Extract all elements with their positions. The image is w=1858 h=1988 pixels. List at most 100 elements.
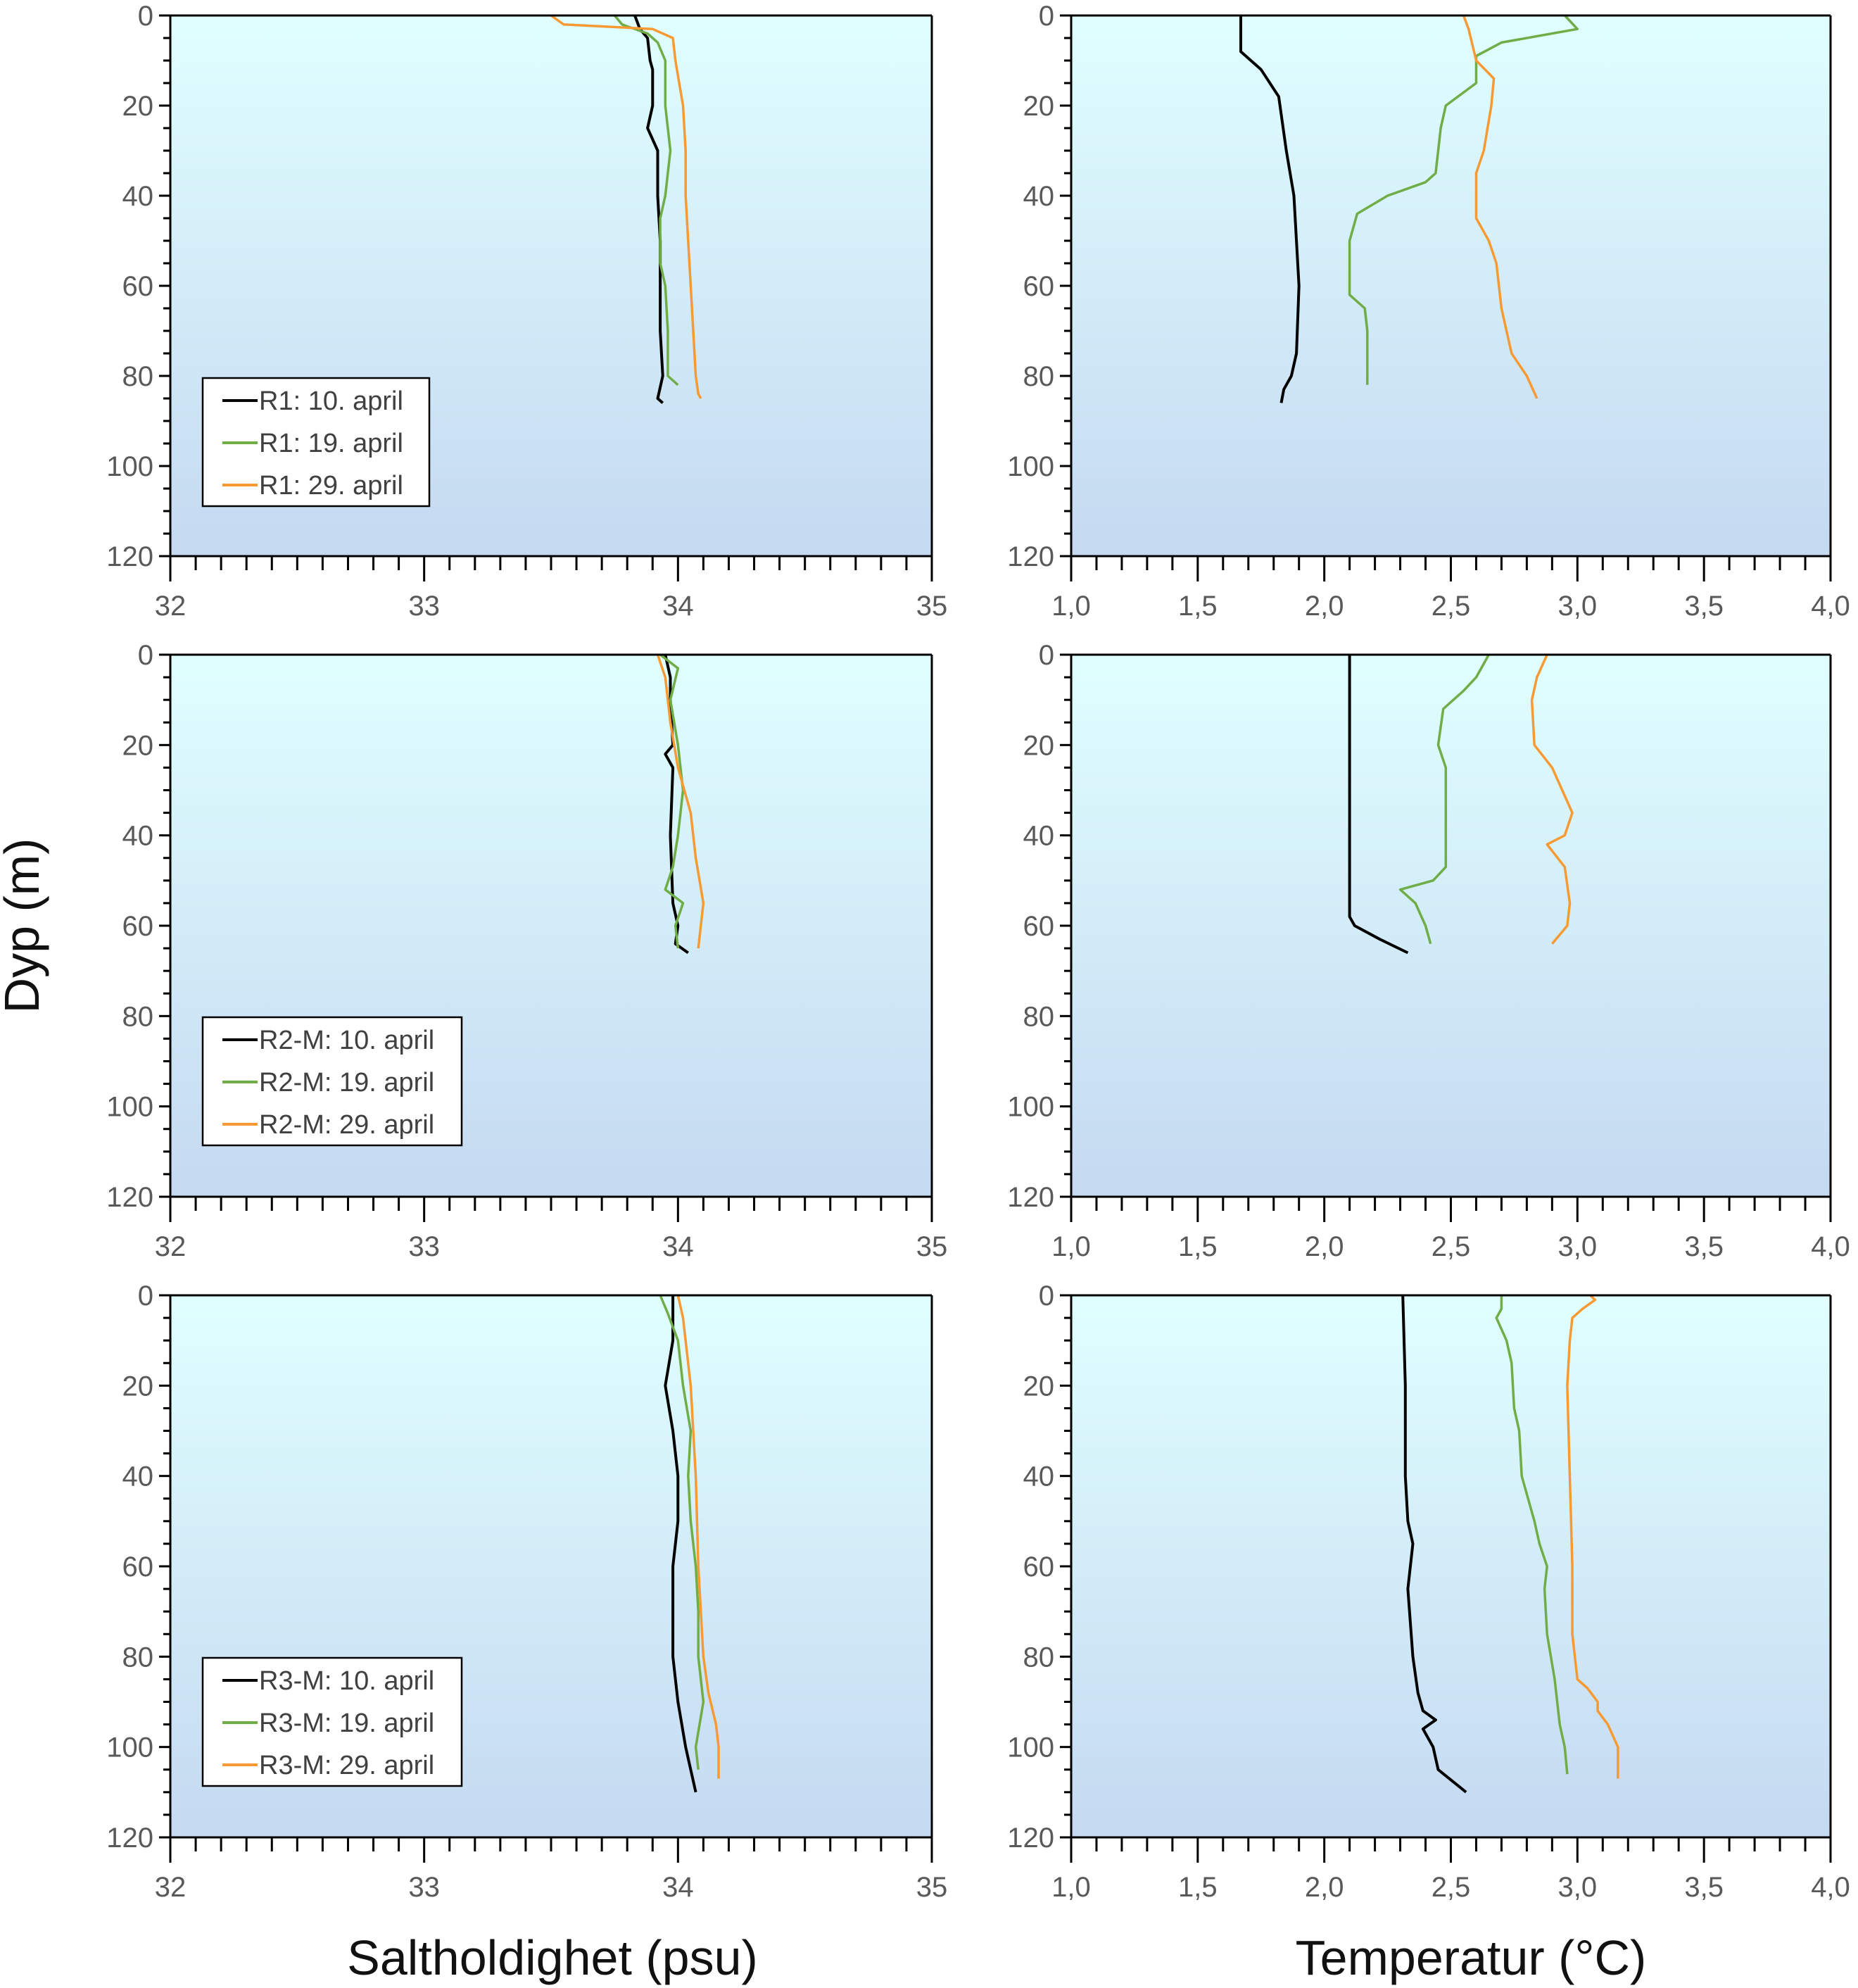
x-tick-label: 33	[408, 1231, 440, 1262]
y-tick-label: 60	[1023, 1552, 1055, 1583]
series-line-1	[1239, 15, 1301, 403]
y-tick-label: 100	[1007, 1092, 1054, 1123]
y-tick-label: 0	[138, 640, 153, 671]
y-tick-label: 60	[122, 271, 154, 302]
y-tick-label: 20	[122, 730, 154, 761]
y-tick-label: 120	[1007, 541, 1054, 572]
y-tick-label: 120	[106, 1823, 153, 1854]
plot-area	[1071, 15, 1831, 556]
y-tick-label: 0	[138, 1281, 153, 1311]
x-tick-label: 2,0	[1305, 1872, 1344, 1903]
y-tick-label: 100	[106, 1732, 153, 1763]
x-tick-label: 2,5	[1432, 1872, 1471, 1903]
y-tick-label: 120	[1007, 1182, 1054, 1213]
x-tick-label: 3,5	[1684, 1231, 1724, 1262]
x-tick-label: 35	[916, 1231, 948, 1262]
y-tick-label: 80	[122, 1001, 154, 1032]
y-tick-label: 0	[138, 1, 153, 32]
y-tick-label: 40	[1023, 821, 1055, 852]
x-tick-label: 1,5	[1178, 591, 1218, 622]
y-tick-label: 80	[1023, 1642, 1055, 1673]
x-tick-label: 2,5	[1432, 1231, 1471, 1262]
series-line-1	[633, 15, 664, 404]
y-tick-label: 80	[122, 1642, 154, 1673]
x-tick-label: 3,0	[1558, 1231, 1598, 1262]
x-tick-label: 3,0	[1558, 1872, 1598, 1903]
y-tick-label: 20	[122, 91, 154, 122]
y-tick-label: 0	[1039, 1281, 1054, 1311]
y-tick-label: 0	[1039, 640, 1054, 671]
legend-label: R1: 10. april	[259, 386, 403, 416]
x-tick-label: 1,0	[1051, 591, 1091, 622]
plot-R2-M-temperature: 0 20 40 60 80 100 120 1,0 1,5 2,0 2,5 3,0 3,5 4,0	[1007, 640, 1850, 1262]
x-tick-label: 34	[662, 1872, 694, 1903]
y-tick-label: 120	[1007, 1823, 1054, 1854]
series-line-1	[1348, 655, 1409, 955]
x-axis-title-salinity: Saltholdighet (psu)	[347, 1930, 758, 1985]
x-tick-label: 3,0	[1558, 591, 1598, 622]
series-line-3	[1566, 1294, 1619, 1779]
legend-label: R2-M: 29. april	[259, 1110, 434, 1140]
series-line-2	[1398, 654, 1490, 945]
y-axis-title: Dyp (m)	[0, 838, 49, 1014]
plot-area	[1071, 1295, 1831, 1837]
y-tick-label: 40	[1023, 1461, 1055, 1492]
y-tick-label: 60	[1023, 271, 1055, 302]
x-tick-label: 4,0	[1811, 591, 1850, 622]
x-tick-label: 33	[408, 591, 440, 622]
legend-label: R3-M: 19. april	[259, 1709, 434, 1738]
series-line-3	[656, 654, 705, 949]
plot-R3-M-temperature: 0 20 40 60 80 100 120 1,0 1,5 2,0 2,5 3,0 3,5 4,0	[1007, 1281, 1850, 1903]
x-tick-label: 34	[662, 1231, 694, 1262]
y-tick-label: 40	[122, 181, 154, 212]
x-axis-title-temperature: Temperatur (°C)	[1296, 1930, 1647, 1985]
x-tick-label: 2,5	[1432, 591, 1471, 622]
plot-area	[1071, 655, 1831, 1197]
y-tick-label: 60	[1023, 911, 1055, 942]
x-tick-label: 1,0	[1051, 1231, 1091, 1262]
series-line-1	[1401, 1295, 1467, 1794]
y-tick-label: 100	[106, 451, 153, 482]
y-tick-label: 0	[1039, 1, 1054, 32]
x-tick-label: 4,0	[1811, 1872, 1850, 1903]
y-tick-label: 20	[1023, 730, 1055, 761]
y-tick-label: 100	[1007, 451, 1054, 482]
legend-label: R1: 19. april	[259, 429, 403, 458]
x-tick-label: 1,5	[1178, 1872, 1218, 1903]
legend-label: R2-M: 19. april	[259, 1068, 434, 1097]
series-line-3	[550, 14, 702, 399]
series-line-1	[664, 1295, 697, 1793]
y-tick-label: 80	[1023, 361, 1055, 392]
legend-label: R3-M: 10. april	[259, 1666, 434, 1696]
x-tick-label: 33	[408, 1872, 440, 1903]
y-tick-label: 120	[106, 541, 153, 572]
legend-label: R1: 29. april	[259, 471, 403, 501]
y-tick-label: 40	[122, 1461, 154, 1492]
series-line-2	[659, 1295, 705, 1770]
series-line-2	[613, 14, 679, 386]
y-tick-label: 100	[106, 1092, 153, 1123]
x-tick-label: 35	[916, 591, 948, 622]
x-tick-label: 32	[155, 1872, 187, 1903]
x-tick-label: 3,5	[1684, 1872, 1724, 1903]
y-tick-label: 20	[122, 1371, 154, 1402]
x-tick-label: 32	[155, 1231, 187, 1262]
x-tick-label: 32	[155, 591, 187, 622]
x-tick-label: 2,0	[1305, 1231, 1344, 1262]
legend-label: R2-M: 10. april	[259, 1026, 434, 1055]
legend: R3-M: 10. april R3-M: 19. april R3-M: 29. …	[201, 1656, 463, 1787]
x-tick-label: 1,5	[1178, 1231, 1218, 1262]
legend: R2-M: 10. april R2-M: 19. april R2-M: 29. …	[201, 1016, 463, 1147]
series-line-3	[676, 1295, 720, 1779]
series-line-2	[659, 653, 685, 949]
x-tick-label: 35	[916, 1872, 948, 1903]
series-line-2	[1495, 1295, 1569, 1775]
y-tick-label: 80	[1023, 1001, 1055, 1032]
y-tick-label: 120	[106, 1182, 153, 1213]
y-tick-label: 40	[1023, 181, 1055, 212]
series-line-2	[1348, 14, 1579, 385]
y-tick-label: 40	[122, 821, 154, 852]
